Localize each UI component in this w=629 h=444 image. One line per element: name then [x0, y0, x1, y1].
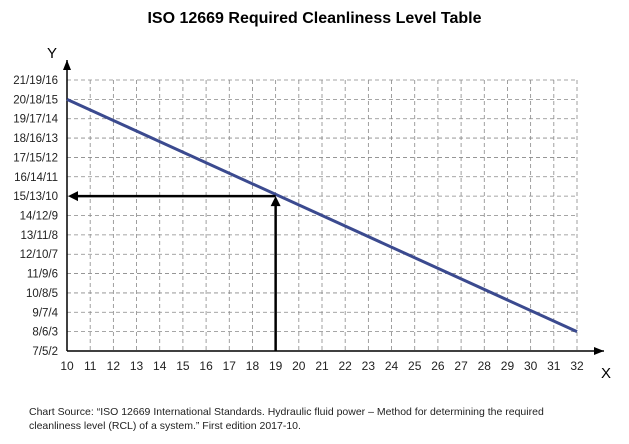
x-tick-label: 32 [570, 359, 584, 373]
horizontal-arrowhead [68, 191, 78, 202]
x-tick-label: 25 [408, 359, 422, 373]
x-tick-label: 22 [339, 359, 353, 373]
x-tick-label: 13 [130, 359, 144, 373]
axes: XY [47, 45, 611, 382]
y-tick-label: 9/7/4 [32, 307, 58, 319]
x-tick-label: 28 [478, 359, 492, 373]
x-tick-label: 10 [60, 359, 74, 373]
y-tick-label: 14/12/9 [20, 211, 58, 223]
vertical-arrowhead [270, 196, 281, 207]
x-tick-label: 14 [153, 359, 167, 373]
y-tick-label: 21/19/16 [13, 75, 58, 87]
y-tick-label: 20/18/15 [13, 94, 58, 106]
x-tick-label: 17 [223, 359, 237, 373]
y-axis-arrowhead [63, 60, 71, 70]
y-tick-label: 7/5/2 [32, 346, 58, 358]
tick-labels: 10 11 12 13 14 15 16 17 18 19 20 21 22 23 24 25 26 27 28 29… [13, 75, 584, 373]
x-tick-label: 18 [246, 359, 260, 373]
x-tick-label: 11 [84, 359, 97, 373]
x-axis-arrowhead [594, 347, 604, 355]
series [66, 97, 578, 334]
x-tick-label: 24 [385, 359, 399, 373]
x-tick-label: 29 [501, 359, 515, 373]
y-tick-label: 8/6/3 [32, 327, 58, 339]
x-axis-label: X [601, 365, 611, 382]
x-tick-label: 30 [524, 359, 538, 373]
x-tick-label: 31 [547, 359, 561, 373]
y-tick-label: 13/11/8 [20, 230, 58, 242]
annotation [68, 191, 281, 351]
x-tick-label: 12 [107, 359, 121, 373]
y-tick-label: 16/14/11 [14, 172, 58, 184]
chart-title: ISO 12669 Required Cleanliness Level Tab… [147, 10, 482, 27]
chart-source: Chart Source: “ISO 12669 International S… [29, 405, 624, 433]
y-tick-label: 12/10/7 [20, 249, 58, 261]
x-tick-label: 23 [362, 359, 376, 373]
x-tick-label: 16 [199, 359, 213, 373]
y-tick-label: 15/13/10 [13, 191, 58, 203]
source-line-1: Chart Source: “ISO 12669 International S… [29, 406, 544, 418]
x-tick-label: 27 [454, 359, 468, 373]
series-line [66, 97, 578, 334]
y-tick-label: 18/16/13 [13, 133, 58, 145]
y-tick-label: 17/15/12 [13, 152, 58, 164]
y-tick-label: 10/8/5 [26, 288, 58, 300]
y-axis-label: Y [47, 45, 57, 62]
x-tick-label: 26 [431, 359, 445, 373]
y-tick-label: 19/17/14 [13, 114, 58, 126]
x-tick-label: 15 [176, 359, 190, 373]
x-tick-label: 19 [269, 359, 283, 373]
y-tick-label: 11/9/6 [27, 269, 58, 281]
x-tick-label: 20 [292, 359, 306, 373]
x-tick-label: 21 [315, 359, 329, 373]
source-line-2: cleanliness level (RCL) of a system.” Fi… [29, 420, 301, 432]
